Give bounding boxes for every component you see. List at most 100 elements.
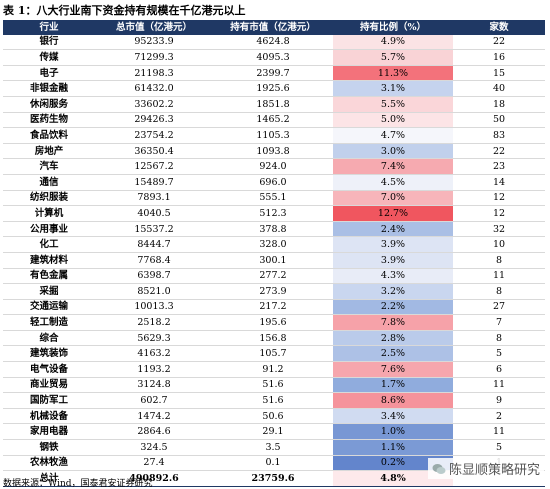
industry-cell: 食品饮料 <box>3 127 95 144</box>
data-cell: 22 <box>453 143 545 160</box>
table-row: 轻工制造 2518.2 195.6 7.8% 7 <box>3 314 545 331</box>
data-cell: 3.9% <box>333 236 453 253</box>
data-cell: 1093.8 <box>213 143 333 160</box>
table-row: 建筑装饰 4163.2 105.7 2.5% 5 <box>3 345 545 363</box>
table-row: 房地产 36350.4 1093.8 3.0% 22 <box>3 143 545 160</box>
data-cell: 1105.3 <box>213 127 333 144</box>
data-cell: 2518.2 <box>95 314 213 331</box>
data-cell: 3.4% <box>333 408 453 425</box>
data-cell: 51.6 <box>213 377 333 394</box>
data-cell: 27 <box>453 299 545 316</box>
data-cell: 1465.2 <box>213 112 333 129</box>
industry-cell: 国防军工 <box>3 392 95 409</box>
industry-cell: 商业贸易 <box>3 377 95 394</box>
data-cell: 22 <box>453 34 545 51</box>
data-cell: 328.0 <box>213 236 333 253</box>
data-cell: 11 <box>453 377 545 394</box>
watermark-text: 陈显顺策略研究 <box>448 463 540 478</box>
data-cell: 7.0% <box>333 190 453 207</box>
data-cell: 7 <box>453 314 545 331</box>
industry-cell: 房地产 <box>3 143 95 160</box>
industry-cell: 休闲服务 <box>3 96 95 113</box>
data-cell: 3.9% <box>333 252 453 269</box>
data-cell: 12 <box>453 205 545 222</box>
data-cell: 3.5 <box>213 439 333 456</box>
data-cell: 195.6 <box>213 314 333 331</box>
table-row: 汽车 12567.2 924.0 7.4% 23 <box>3 158 545 175</box>
industry-cell: 医药生物 <box>3 112 95 129</box>
table-row: 化工 8444.7 328.0 3.9% 10 <box>3 236 545 253</box>
data-cell: 7.8% <box>333 314 453 331</box>
industry-cell: 农林牧渔 <box>3 455 95 472</box>
data-cell: 83 <box>453 127 545 144</box>
data-cell: 12 <box>453 190 545 207</box>
industry-cell: 轻工制造 <box>3 314 95 331</box>
total-row: 总计 490892.6 23759.6 4.8% <box>3 470 545 487</box>
data-cell: 12.7% <box>333 205 453 222</box>
data-cell: 1.7% <box>333 377 453 394</box>
table-row: 钢铁 324.5 3.5 1.1% 5 <box>3 439 545 456</box>
table-row: 交通运输 10013.3 217.2 2.2% 27 <box>3 299 545 316</box>
table-row: 电子 21198.3 2399.7 11.3% 15 <box>3 65 545 82</box>
data-cell: 8 <box>453 283 545 300</box>
data-cell: 0.1 <box>213 455 333 472</box>
data-cell: 555.1 <box>213 190 333 207</box>
data-cell: 156.8 <box>213 330 333 347</box>
data-cell: 15489.7 <box>95 174 213 191</box>
data-cell: 1.0% <box>333 423 453 441</box>
industry-cell: 家用电器 <box>3 423 95 441</box>
data-cell: 5 <box>453 439 545 456</box>
industry-cell: 通信 <box>3 174 95 191</box>
data-cell: 27.4 <box>95 455 213 472</box>
data-cell: 10 <box>453 236 545 253</box>
data-cell: 2.5% <box>333 345 453 363</box>
data-cell: 5629.3 <box>95 330 213 347</box>
industry-cell: 银行 <box>3 34 95 51</box>
data-cell: 0.2% <box>333 455 453 472</box>
data-cell: 23754.2 <box>95 127 213 144</box>
data-cell: 105.7 <box>213 345 333 363</box>
industry-cell: 钢铁 <box>3 439 95 456</box>
table-row: 采掘 8521.0 273.9 3.2% 8 <box>3 283 545 300</box>
data-cell: 61432.0 <box>95 80 213 97</box>
wechat-icon <box>432 463 446 474</box>
data-cell: 1474.2 <box>95 408 213 425</box>
table-row: 食品饮料 23754.2 1105.3 4.7% 83 <box>3 127 545 144</box>
industry-cell: 电子 <box>3 65 95 82</box>
data-cell: 4.3% <box>333 268 453 285</box>
data-cell: 9 <box>453 392 545 409</box>
data-cell: 7768.4 <box>95 252 213 269</box>
table-row: 医药生物 29426.3 1465.2 5.0% 50 <box>3 112 545 129</box>
industry-cell: 纺织服装 <box>3 190 95 207</box>
data-cell: 51.6 <box>213 392 333 409</box>
header-cell: 总市值（亿港元） <box>95 20 213 35</box>
total-cell: 23759.6 <box>213 470 333 487</box>
data-cell: 23 <box>453 158 545 175</box>
watermark: 陈显顺策略研究 <box>427 458 544 479</box>
data-cell: 5.0% <box>333 112 453 129</box>
industry-cell: 机械设备 <box>3 408 95 425</box>
data-cell: 4163.2 <box>95 345 213 363</box>
table-row: 公用事业 15537.2 378.8 2.4% 32 <box>3 221 545 238</box>
total-cell: 总计 <box>3 470 95 487</box>
table-row: 建筑材料 7768.4 300.1 3.9% 8 <box>3 252 545 269</box>
data-cell: 4.7% <box>333 127 453 144</box>
data-cell: 2.4% <box>333 221 453 238</box>
data-cell: 18 <box>453 96 545 113</box>
header-cell: 行业 <box>3 20 95 35</box>
data-cell: 696.0 <box>213 174 333 191</box>
data-cell: 14 <box>453 174 545 191</box>
data-cell: 33602.2 <box>95 96 213 113</box>
data-cell: 2.2% <box>333 299 453 316</box>
table-row: 非银金融 61432.0 1925.6 3.1% 40 <box>3 80 545 97</box>
data-cell: 8444.7 <box>95 236 213 253</box>
data-cell: 40 <box>453 80 545 97</box>
industry-cell: 建筑装饰 <box>3 345 95 363</box>
data-cell: 15537.2 <box>95 221 213 238</box>
data-cell: 29.1 <box>213 423 333 441</box>
data-cell: 7893.1 <box>95 190 213 207</box>
data-cell: 8521.0 <box>95 283 213 300</box>
table-row: 纺织服装 7893.1 555.1 7.0% 12 <box>3 190 545 207</box>
data-cell: 36350.4 <box>95 143 213 160</box>
